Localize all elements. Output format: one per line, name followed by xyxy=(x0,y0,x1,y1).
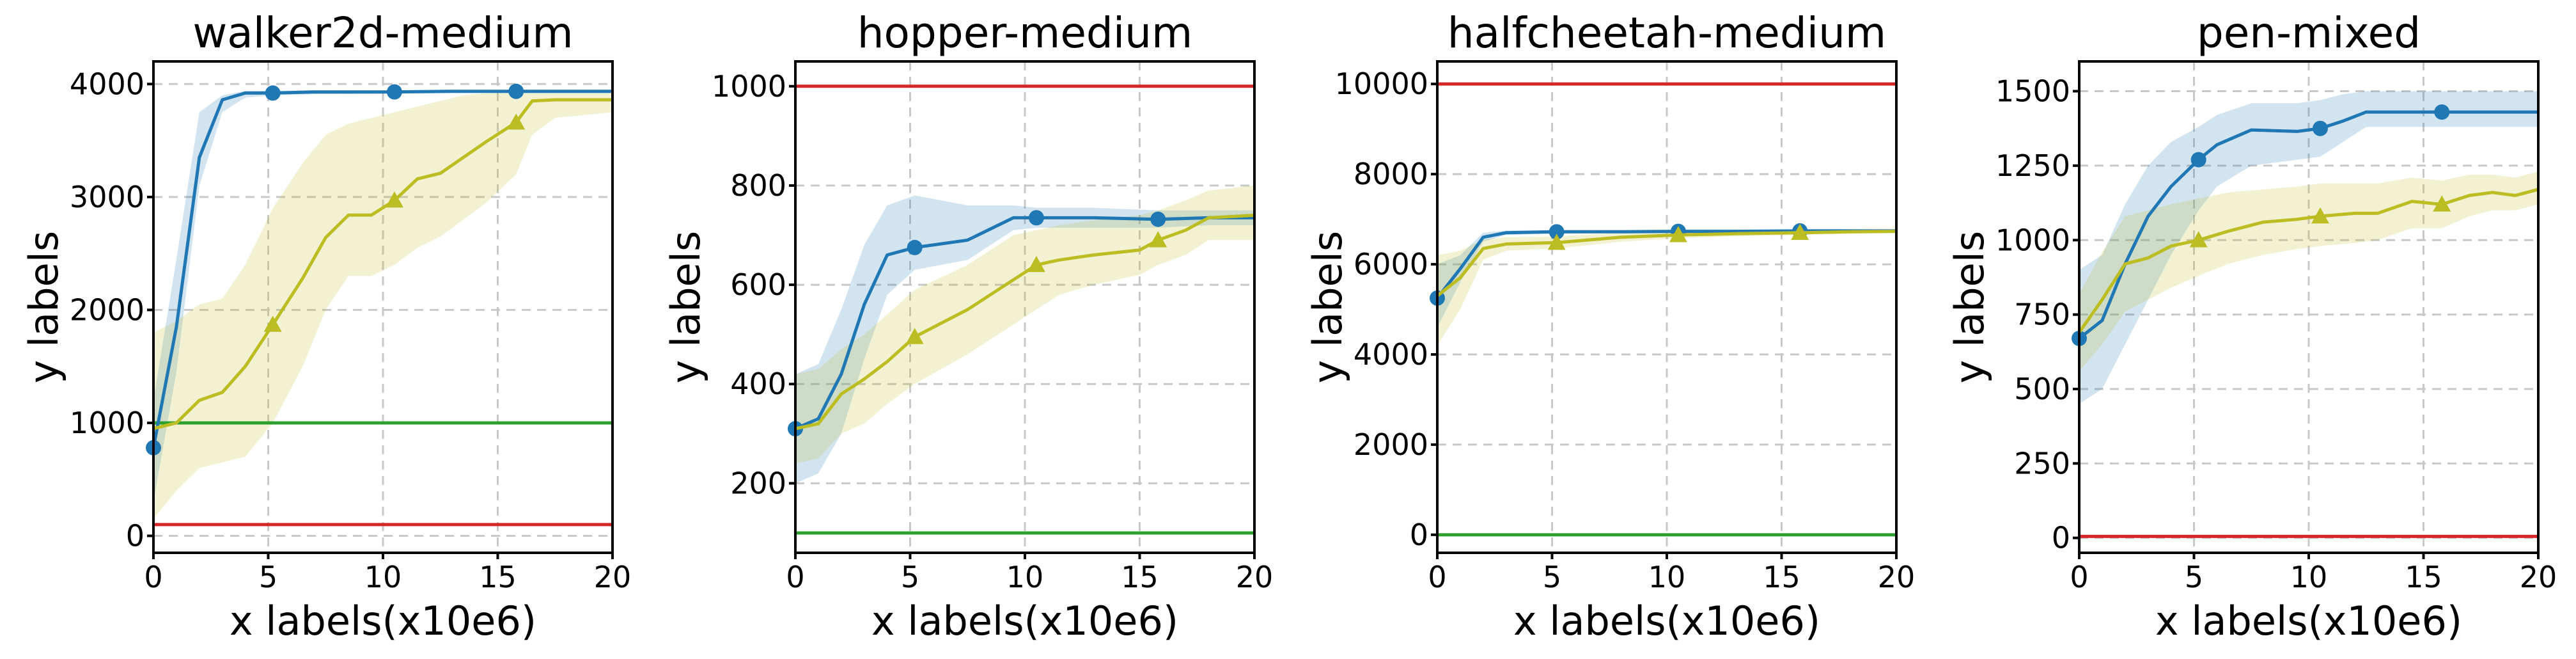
series-1-band xyxy=(795,195,1254,484)
series-2-marker xyxy=(263,315,282,332)
series-2-line xyxy=(795,214,1255,431)
x-tick-label: 0 xyxy=(2070,560,2088,594)
y-tick-label: 6000 xyxy=(1354,247,1428,282)
series-2-band xyxy=(795,185,1254,464)
y-tick-label: 800 xyxy=(730,168,786,203)
series-1-marker xyxy=(907,239,923,255)
x-tick-label: 5 xyxy=(259,560,277,594)
x-tick-label: 20 xyxy=(594,560,632,594)
y-tick-label: 1500 xyxy=(1995,74,2070,109)
x-tick-label: 15 xyxy=(1763,560,1800,594)
x-axis-label: x labels(x10e6) xyxy=(1513,598,1820,644)
x-tick-label: 20 xyxy=(1236,560,1274,594)
series-2-line xyxy=(1436,230,1897,298)
y-tick-label: 500 xyxy=(2014,372,2070,406)
series-1-marker xyxy=(386,84,402,100)
y-tick-label: 8000 xyxy=(1354,157,1428,191)
x-tick-label: 10 xyxy=(2290,560,2328,594)
series-2-band xyxy=(153,90,613,520)
y-tick-label: 0 xyxy=(2052,521,2070,555)
chart-title: pen-mixed xyxy=(2197,8,2421,58)
series-2-band xyxy=(2079,171,2538,372)
y-tick-label: 750 xyxy=(2014,298,2070,332)
y-tick-label: 0 xyxy=(1410,518,1428,552)
series-1-marker xyxy=(265,85,281,101)
y-axis-label: y labels xyxy=(20,231,67,384)
series-2-marker xyxy=(385,191,403,208)
x-axis-label: x labels(x10e6) xyxy=(2155,598,2462,644)
x-tick-label: 0 xyxy=(1428,560,1446,594)
y-tick-label: 2000 xyxy=(1354,427,1428,462)
y-tick-label: 2000 xyxy=(70,292,144,327)
series-2-marker xyxy=(2311,207,2329,224)
series-1-line xyxy=(152,90,613,449)
series-2-line xyxy=(2077,187,2539,334)
y-axis-label: y labels xyxy=(662,231,709,384)
x-tick-label: 20 xyxy=(1878,560,1916,594)
y-tick-label: 1000 xyxy=(712,69,786,104)
y-tick-label: 1000 xyxy=(1995,223,2070,257)
series-1-marker xyxy=(2434,104,2450,120)
x-tick-label: 10 xyxy=(1006,560,1044,594)
y-tick-label: 10000 xyxy=(1335,67,1428,101)
chart-panel-1: 0 5 10 15 20 0 1000 2000 3000 4000 walker2d-medium… xyxy=(20,8,631,644)
series-2-band xyxy=(1437,229,1896,345)
y-axis-label: y labels xyxy=(1304,231,1351,384)
x-tick-label: 15 xyxy=(2405,560,2442,594)
series-1-marker xyxy=(1028,210,1044,226)
x-tick-label: 5 xyxy=(1543,560,1561,594)
y-tick-label: 4000 xyxy=(70,67,144,101)
chart-title: hopper-medium xyxy=(857,8,1193,58)
y-tick-label: 250 xyxy=(2014,446,2070,480)
series-1-marker xyxy=(2190,152,2206,168)
series-1-marker xyxy=(508,83,524,99)
series-2-marker xyxy=(1149,231,1167,248)
y-tick-label: 1250 xyxy=(1995,148,2070,183)
chart-title: halfcheetah-medium xyxy=(1448,8,1886,58)
series-1-marker xyxy=(2312,120,2328,136)
x-axis-label: x labels(x10e6) xyxy=(230,598,536,644)
chart-panel-4: 0 5 10 15 20 0 250 500 750 1000 1250 1500 pen-mixed x… xyxy=(1946,8,2557,644)
series-1-band xyxy=(2079,91,2538,404)
x-tick-label: 0 xyxy=(786,560,804,594)
series-2-marker xyxy=(2433,195,2451,212)
series-2-marker xyxy=(1791,223,1809,240)
x-tick-label: 0 xyxy=(144,560,162,594)
chart-panel-3: 0 5 10 15 20 0 2000 4000 6000 8000 10000 halfcheeta… xyxy=(1304,8,1915,644)
series-1-marker xyxy=(1150,211,1166,227)
series-2-marker xyxy=(1027,256,1045,273)
chart-panel-2: 0 5 10 15 20 200 400 600 800 1000 hopper-medium x l… xyxy=(662,8,1273,644)
x-tick-label: 20 xyxy=(2520,560,2557,594)
series-2-marker xyxy=(905,328,924,344)
x-tick-label: 15 xyxy=(1121,560,1159,594)
y-tick-label: 600 xyxy=(730,267,786,302)
x-tick-label: 10 xyxy=(1648,560,1686,594)
y-tick-label: 3000 xyxy=(70,180,144,214)
x-tick-label: 5 xyxy=(901,560,919,594)
y-tick-label: 200 xyxy=(730,466,786,500)
series-1-marker xyxy=(1549,224,1565,240)
x-tick-label: 15 xyxy=(479,560,517,594)
series-2-marker xyxy=(507,113,526,130)
series-2-marker xyxy=(1547,234,1566,250)
y-tick-label: 400 xyxy=(730,367,786,401)
y-tick-label: 0 xyxy=(126,519,144,553)
series-2-marker xyxy=(1669,226,1687,242)
x-axis-label: x labels(x10e6) xyxy=(871,598,1178,644)
series-1-band xyxy=(153,90,613,502)
series-2-marker xyxy=(2189,231,2208,248)
chart-title: walker2d-medium xyxy=(192,8,573,58)
y-tick-label: 4000 xyxy=(1354,337,1428,372)
x-tick-label: 5 xyxy=(2185,560,2203,594)
series-1-line xyxy=(2078,110,2538,340)
y-tick-label: 1000 xyxy=(70,406,144,440)
x-tick-label: 10 xyxy=(364,560,402,594)
y-axis-label: y labels xyxy=(1946,231,1993,384)
